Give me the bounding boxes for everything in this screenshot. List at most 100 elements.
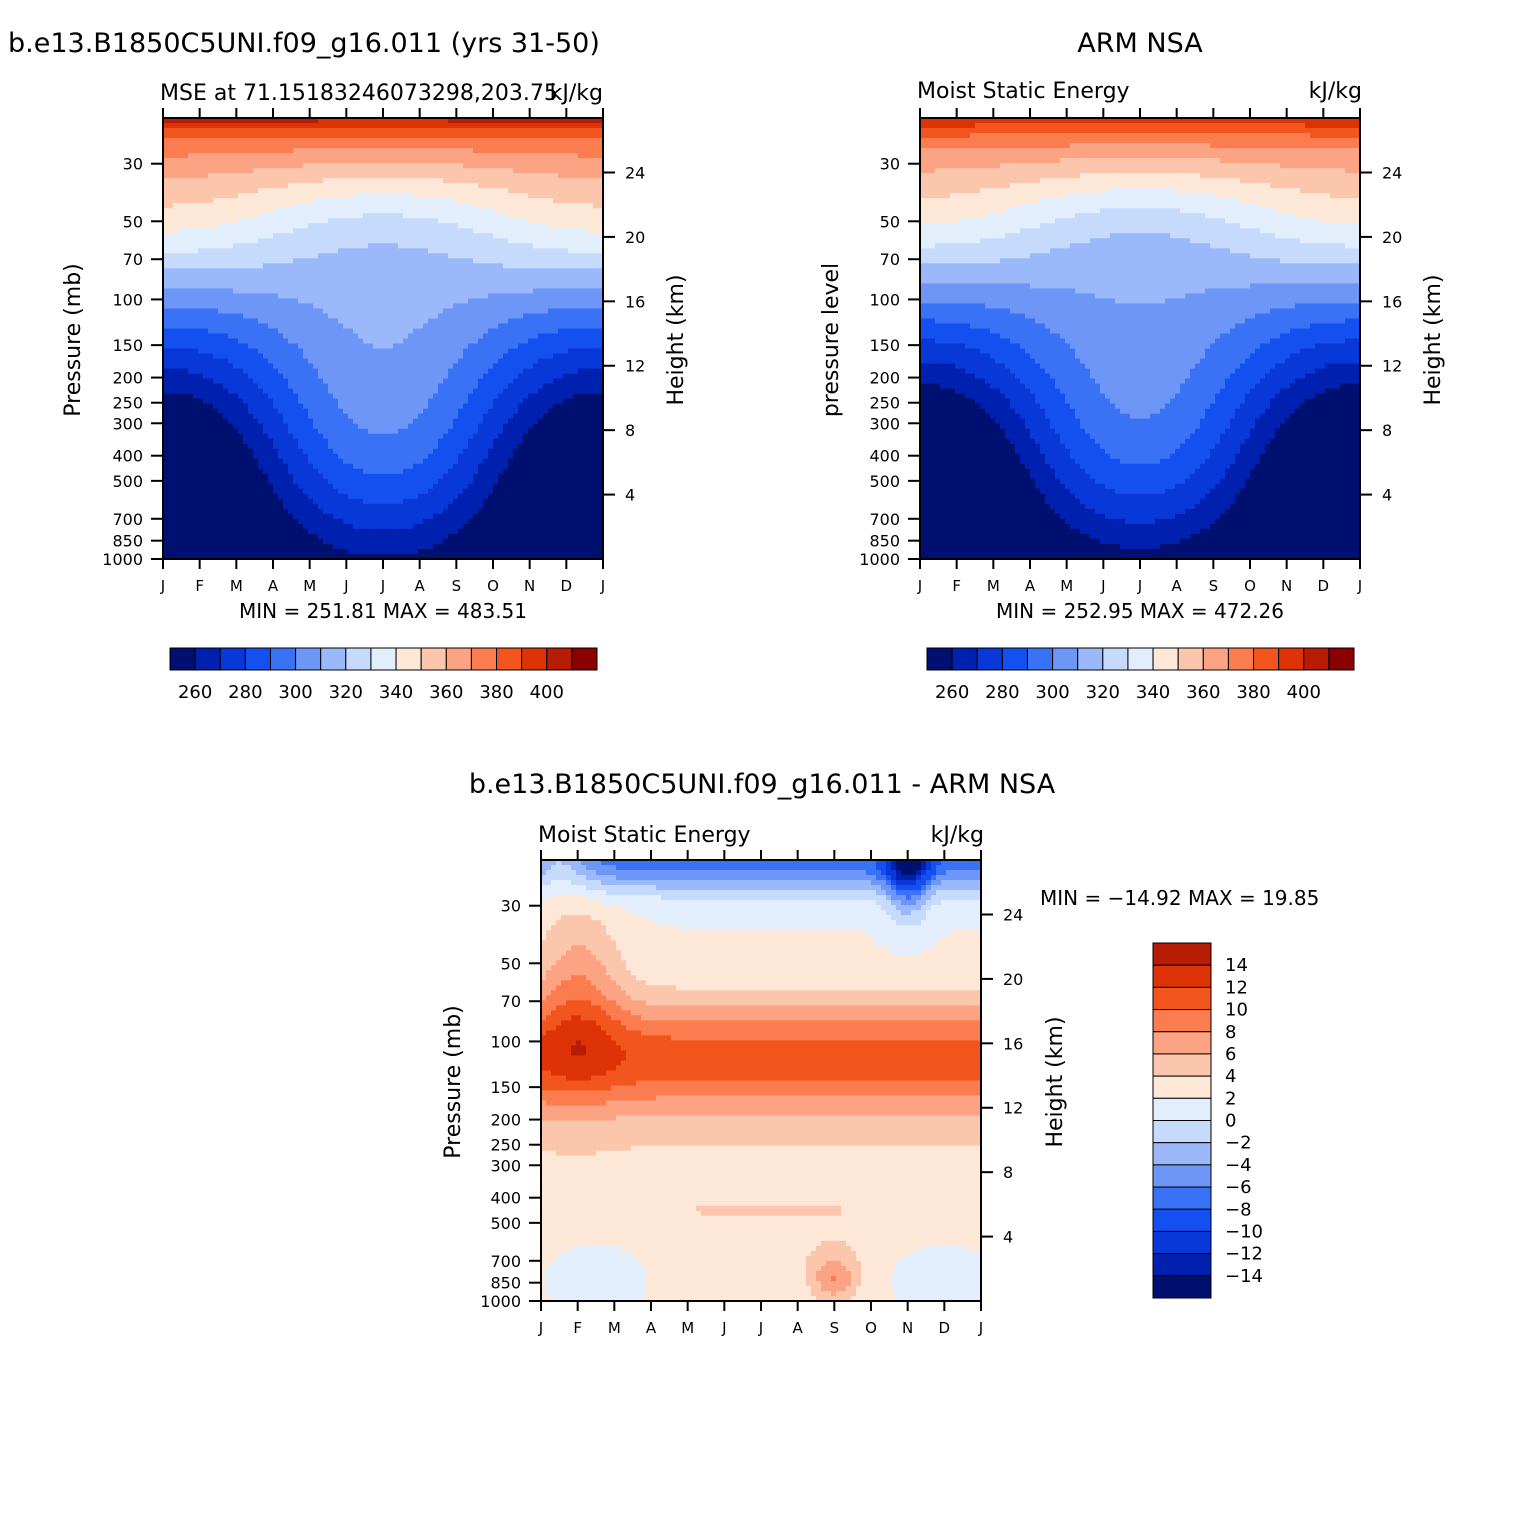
contour-cell	[313, 433, 319, 440]
contour-cell	[423, 398, 429, 405]
contour-cell	[398, 373, 404, 380]
contour-cell	[408, 508, 414, 515]
contour-cell	[403, 193, 409, 199]
contour-cell	[178, 353, 184, 360]
contour-cell	[383, 228, 389, 234]
contour-cell	[308, 453, 314, 460]
contour-cell	[433, 243, 439, 249]
contour-cell	[318, 438, 324, 445]
contour-cell	[233, 268, 239, 274]
contour-cell	[233, 373, 239, 380]
contour-cell	[433, 203, 439, 209]
contour-cell	[203, 473, 209, 480]
contour-cell	[423, 148, 429, 154]
contour-cell	[423, 273, 429, 279]
contour-cell	[238, 498, 244, 505]
contour-cell	[343, 398, 349, 405]
contour-cell	[183, 208, 189, 214]
contour-cell	[298, 478, 304, 485]
contour-cell	[373, 148, 379, 154]
contour-cell	[263, 163, 269, 169]
contour-cell	[368, 188, 374, 194]
contour-cell	[303, 263, 309, 269]
contour-cell	[338, 418, 344, 425]
contour-cell	[388, 273, 394, 279]
contour-cell	[238, 268, 244, 274]
contour-cell	[243, 333, 249, 340]
contour-cell	[278, 293, 284, 300]
contour-cell	[388, 153, 394, 159]
contour-cell	[438, 163, 444, 169]
contour-cell	[353, 508, 359, 515]
contour-cell	[423, 468, 429, 475]
contour-cell	[443, 158, 449, 164]
contour-cell	[383, 173, 389, 179]
contour-cell	[353, 443, 359, 450]
contour-cell	[213, 253, 219, 259]
contour-cell	[253, 413, 259, 420]
contour-cell	[373, 363, 379, 370]
contour-cell	[238, 138, 244, 144]
contour-cell	[253, 143, 259, 149]
contour-cell	[258, 403, 264, 410]
contour-cell	[243, 318, 249, 325]
contour-cell	[168, 498, 174, 505]
contour-cell	[393, 473, 399, 480]
contour-cell	[348, 513, 354, 520]
contour-cell	[268, 518, 274, 525]
contour-cell	[228, 193, 234, 199]
contour-cell	[163, 403, 169, 410]
contour-cell	[348, 363, 354, 370]
contour-cell	[398, 133, 404, 139]
contour-cell	[378, 183, 384, 189]
contour-cell	[223, 148, 229, 154]
contour-cell	[213, 408, 219, 415]
contour-cell	[358, 443, 364, 450]
contour-cell	[318, 273, 324, 279]
contour-cell	[178, 358, 184, 365]
contour-cell	[383, 423, 389, 430]
contour-cell	[408, 148, 414, 154]
contour-cell	[293, 173, 299, 179]
contour-cell	[443, 213, 449, 219]
contour-cell	[358, 368, 364, 375]
contour-cell	[323, 313, 329, 320]
contour-cell	[393, 418, 399, 425]
contour-cell	[193, 293, 199, 300]
contour-cell	[178, 298, 184, 305]
contour-cell	[213, 238, 219, 244]
contour-cell	[418, 383, 424, 390]
contour-cell	[423, 483, 429, 490]
contour-cell	[303, 283, 309, 289]
contour-cell	[428, 498, 434, 505]
contour-cell	[298, 433, 304, 440]
contour-cell	[373, 538, 379, 545]
contour-cell	[253, 178, 259, 184]
contour-cell	[208, 453, 214, 460]
contour-cell	[433, 528, 439, 535]
contour-cell	[413, 383, 419, 390]
contour-cell	[443, 303, 449, 310]
contour-cell	[323, 238, 329, 244]
contour-cell	[273, 373, 279, 380]
contour-cell	[213, 388, 219, 395]
contour-cell	[393, 148, 399, 154]
contour-cell	[178, 413, 184, 420]
contour-cell	[198, 378, 204, 385]
contour-cell	[378, 518, 384, 525]
contour-cell	[163, 513, 169, 520]
contour-cell	[428, 313, 434, 320]
contour-cell	[318, 143, 324, 149]
contour-cell	[378, 383, 384, 390]
contour-cell	[253, 258, 259, 264]
contour-cell	[268, 248, 274, 254]
contour-cell	[273, 363, 279, 370]
contour-cell	[293, 158, 299, 164]
contour-cell	[223, 283, 229, 289]
contour-cell	[438, 493, 444, 500]
contour-cell	[258, 483, 264, 490]
contour-cell	[348, 508, 354, 515]
contour-cell	[163, 538, 169, 545]
contour-cell	[328, 448, 334, 455]
contour-cell	[263, 198, 269, 204]
